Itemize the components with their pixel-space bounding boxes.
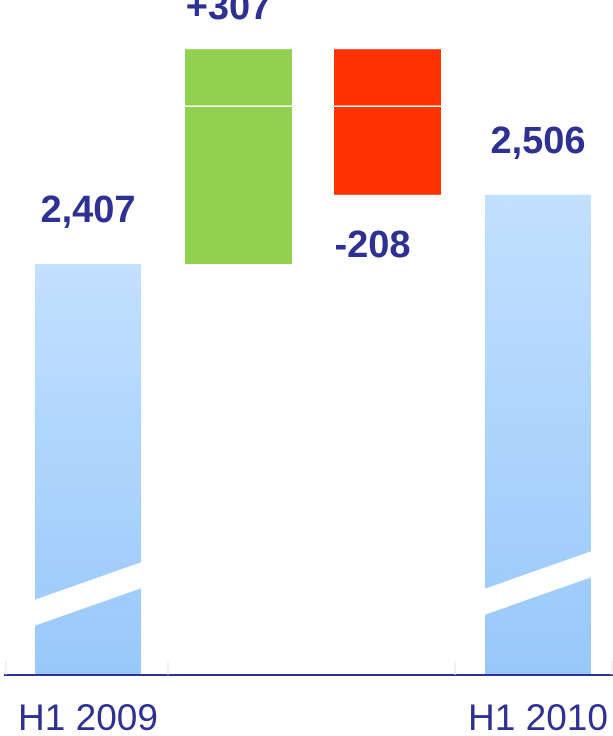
axis-break-h1-2010 bbox=[484, 551, 592, 615]
x-tick-label-h1-2010: H1 2010 bbox=[468, 697, 608, 736]
x-tick-label-h1-2009: H1 2009 bbox=[18, 697, 158, 736]
bar-decrease bbox=[334, 49, 441, 195]
axis-break-h1-2009 bbox=[34, 562, 142, 626]
data-label-decrease: -208 bbox=[334, 224, 410, 266]
bar-increase bbox=[185, 49, 292, 265]
data-label-h1-2010: 2,506 bbox=[490, 120, 585, 162]
data-label-increase: +307 bbox=[186, 0, 272, 28]
data-label-h1-2009: 2,407 bbox=[40, 189, 135, 231]
